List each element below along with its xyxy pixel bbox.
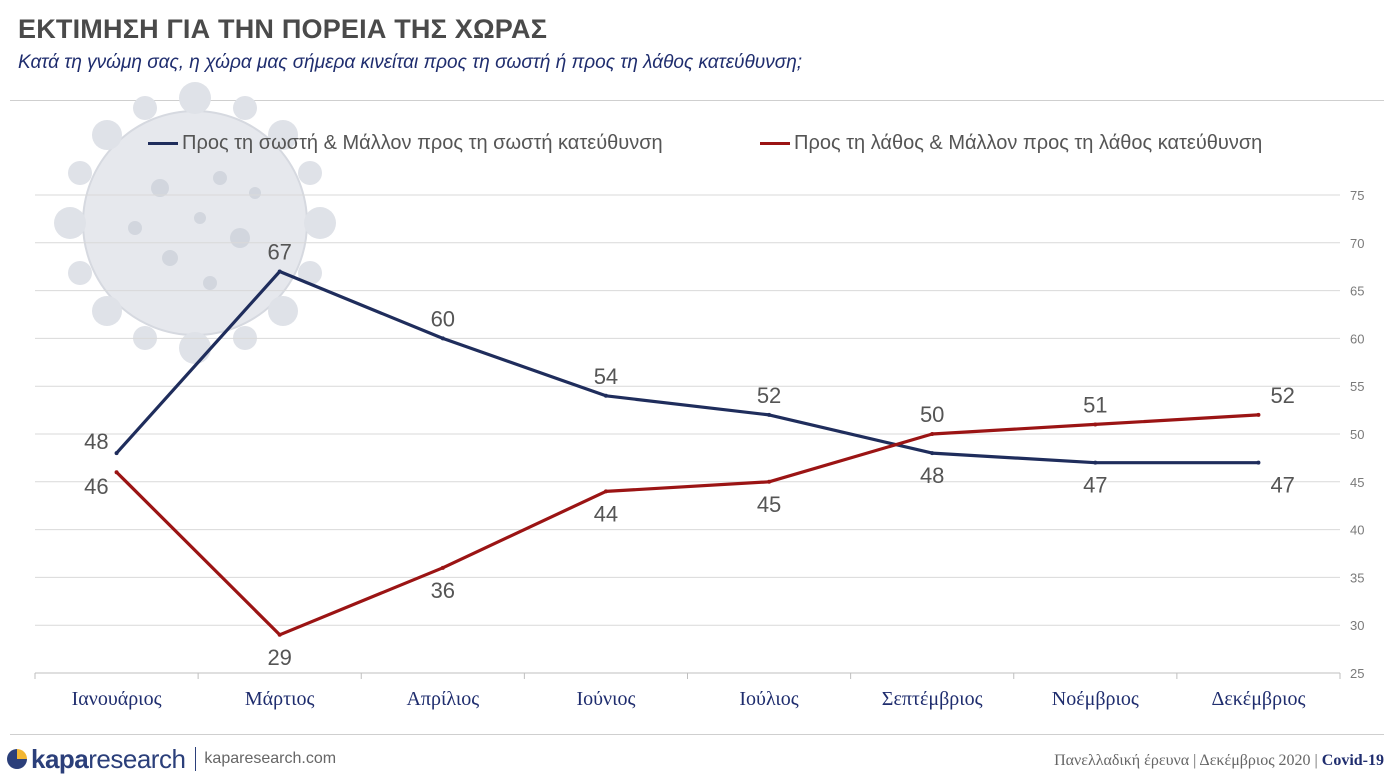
legend-label-wrong: Προς τη λάθος & Μάλλον προς τη λάθος κατ…	[794, 132, 1263, 154]
legend-item-right: Προς τη σωστή & Μάλλον προς τη σωστή κατ…	[148, 132, 663, 155]
survey-info-text: Πανελλαδική έρευνα | Δεκέμβριος 2020 |	[1054, 752, 1322, 769]
legend-swatch-wrong	[760, 142, 790, 145]
data-label: 48	[920, 463, 944, 488]
chart-legend: Προς τη σωστή & Μάλλον προς τη σωστή κατ…	[0, 128, 1394, 164]
data-label: 50	[920, 402, 944, 427]
logo-separator	[195, 747, 197, 771]
y-tick-label: 50	[1350, 427, 1364, 442]
header-divider	[10, 100, 1384, 101]
data-point	[277, 269, 282, 274]
data-label: 36	[431, 578, 455, 603]
series-line-right-direction	[115, 269, 1259, 465]
website-link[interactable]: kaparesearch.com	[204, 750, 337, 767]
x-tick-label: Απρίλιος	[406, 688, 479, 710]
y-tick-label: 75	[1350, 188, 1364, 203]
y-tick-label: 60	[1350, 331, 1364, 346]
data-point	[603, 393, 608, 398]
data-point	[930, 432, 935, 436]
x-tick-label: Ιούλιος	[739, 688, 798, 710]
data-label: 60	[431, 306, 455, 331]
data-point	[440, 565, 445, 570]
x-tick-label: Ιούνιος	[576, 688, 635, 710]
data-point	[114, 451, 119, 456]
x-tick-label: Δεκέμβριος	[1211, 688, 1305, 710]
data-label: 52	[1270, 383, 1294, 408]
chart-title: ΕΚΤΙΜΗΣΗ ΓΙΑ ΤΗΝ ΠΟΡΕΙΑ ΤΗΣ ΧΩΡΑΣ	[18, 14, 548, 44]
y-tick-label: 35	[1350, 570, 1364, 585]
data-label: 51	[1083, 392, 1107, 417]
data-label: 47	[1083, 473, 1107, 498]
y-tick-label: 45	[1350, 475, 1364, 490]
series-line-wrong-direction	[115, 413, 1259, 637]
data-point	[440, 336, 445, 341]
data-point	[603, 489, 608, 494]
x-tick-label: Σεπτέμβριος	[882, 688, 983, 710]
x-tick-label: Ιανουάριος	[72, 688, 162, 710]
data-label: 54	[594, 364, 618, 389]
kapa-research-logo: kapa research kaparesearch.com	[6, 744, 336, 774]
y-tick-label: 65	[1350, 284, 1364, 299]
data-point	[930, 451, 935, 456]
data-point	[277, 632, 282, 637]
legend-label-right: Προς τη σωστή & Μάλλον προς τη σωστή κατ…	[182, 132, 663, 154]
survey-topic: Covid-19	[1321, 752, 1384, 769]
data-label: 52	[757, 383, 781, 408]
y-tick-label: 40	[1350, 523, 1364, 538]
kapa-logo-mark-icon	[7, 749, 27, 769]
data-label: 44	[594, 501, 618, 526]
footer-divider	[10, 734, 1384, 735]
data-label: 29	[267, 645, 291, 670]
data-point	[1093, 460, 1098, 465]
y-tick-label: 25	[1350, 666, 1364, 681]
x-tick-label: Μάρτιος	[245, 688, 315, 710]
legend-swatch-right	[148, 142, 178, 145]
brand-name-bold: kapa	[31, 743, 89, 774]
data-point	[767, 479, 772, 484]
data-label: 46	[84, 474, 108, 499]
chart-subtitle: Κατά τη γνώμη σας, η χώρα μας σήμερα κιν…	[18, 52, 803, 73]
data-point	[1256, 460, 1261, 465]
data-point	[114, 470, 119, 475]
data-point	[1256, 412, 1261, 417]
data-label: 45	[757, 492, 781, 517]
y-tick-label: 70	[1350, 236, 1364, 251]
data-label: 48	[84, 429, 108, 454]
data-point	[1093, 422, 1098, 427]
x-tick-label: Νοέμβριος	[1052, 688, 1139, 710]
y-tick-label: 55	[1350, 379, 1364, 394]
brand-name-light: research	[88, 743, 186, 774]
data-point	[767, 412, 772, 417]
data-label: 67	[267, 239, 291, 264]
line-chart: 25 30 35 40 45 50 55 60 65 70 75 Ιανουάριος Μάρτιος Α…	[34, 188, 1364, 710]
legend-item-wrong: Προς τη λάθος & Μάλλον προς τη λάθος κατ…	[760, 132, 1262, 155]
survey-info: Πανελλαδική έρευνα | Δεκέμβριος 2020 | C…	[1054, 752, 1384, 770]
data-label: 47	[1270, 473, 1294, 498]
y-tick-label: 30	[1350, 618, 1364, 633]
